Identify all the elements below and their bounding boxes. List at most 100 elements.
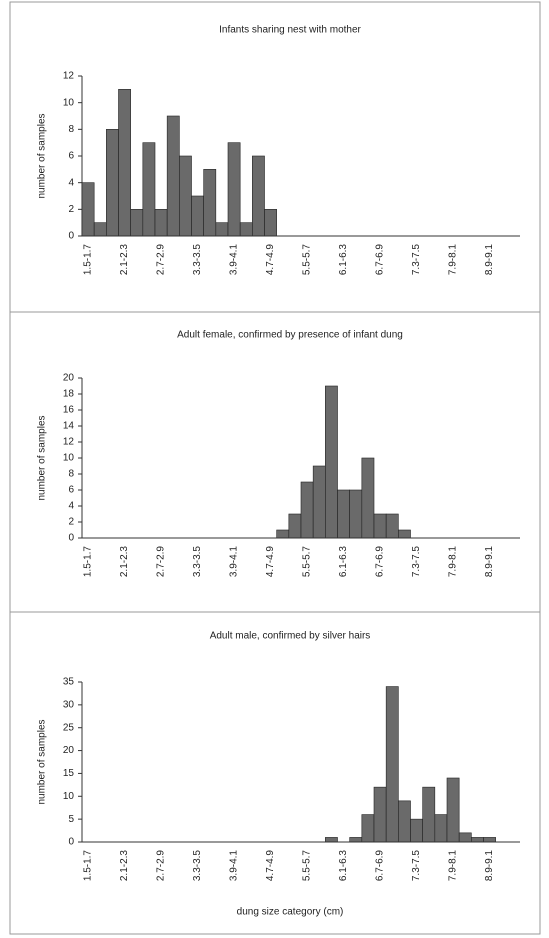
bar [215, 222, 229, 237]
y-tick-label: 8 [68, 124, 74, 135]
bar [312, 465, 326, 539]
x-tick-label: 7.3-7.5 [411, 850, 422, 882]
bar [325, 837, 338, 843]
y-tick-label: 20 [63, 373, 75, 384]
bar [276, 529, 290, 539]
chart-title: Adult male, confirmed by silver hairs [210, 631, 371, 642]
x-tick-label: 1.5-1.7 [83, 546, 94, 578]
x-tick-label: 2.1-2.3 [119, 244, 130, 276]
x-tick-label: 5.5-5.7 [302, 244, 313, 276]
x-tick-label: 8.9-9.1 [484, 850, 495, 882]
x-tick-label: 3.3-3.5 [192, 244, 203, 276]
x-tick-label: 4.7-4.9 [265, 546, 276, 578]
y-tick-label: 0 [68, 837, 74, 848]
y-tick-label: 10 [63, 453, 75, 464]
y-tick-label: 4 [68, 177, 74, 188]
y-tick-label: 10 [63, 791, 75, 802]
y-tick-label: 12 [63, 71, 75, 82]
y-tick-label: 15 [63, 768, 75, 779]
bar [361, 457, 375, 539]
bar [264, 209, 277, 237]
y-tick-label: 6 [68, 485, 74, 496]
bar [252, 155, 265, 237]
bar [422, 786, 436, 843]
bar [373, 513, 387, 539]
y-tick-label: 16 [63, 405, 75, 416]
y-tick-label: 20 [63, 745, 75, 756]
x-tick-label: 6.7-6.9 [375, 244, 386, 276]
x-tick-label: 6.1-6.3 [338, 244, 349, 276]
y-tick-label: 12 [63, 437, 75, 448]
y-tick-label: 10 [63, 97, 75, 108]
y-axis-label: number of samples [37, 113, 48, 198]
bar [373, 786, 387, 843]
bar [434, 814, 448, 843]
x-tick-label: 6.1-6.3 [338, 850, 349, 882]
y-tick-label: 0 [68, 231, 74, 242]
x-tick-label: 3.3-3.5 [192, 546, 203, 578]
x-tick-label: 6.1-6.3 [338, 546, 349, 578]
bar [385, 513, 399, 539]
x-tick-label: 4.7-4.9 [265, 244, 276, 276]
y-tick-label: 2 [68, 517, 74, 528]
panel-border [9, 611, 541, 935]
x-tick-label: 1.5-1.7 [83, 244, 94, 276]
bar [239, 222, 253, 237]
x-tick-label: 7.9-8.1 [448, 850, 459, 882]
x-tick-label: 6.7-6.9 [375, 546, 386, 578]
x-tick-label: 3.3-3.5 [192, 850, 203, 882]
chart-title: Infants sharing nest with mother [219, 25, 361, 36]
y-axis-label: number of samples [37, 415, 48, 500]
x-tick-label: 2.7-2.9 [156, 850, 167, 882]
chart-title: Adult female, confirmed by presence of i… [177, 330, 403, 341]
x-tick-label: 3.9-4.1 [229, 850, 240, 882]
x-tick-label: 7.9-8.1 [448, 546, 459, 578]
bar [349, 837, 363, 843]
bar [93, 222, 107, 237]
bar [203, 169, 217, 237]
bar [398, 800, 411, 843]
bar [349, 489, 363, 539]
x-tick-label: 2.7-2.9 [156, 546, 167, 578]
y-tick-label: 18 [63, 389, 75, 400]
x-tick-label: 4.7-4.9 [265, 850, 276, 882]
x-tick-label: 6.7-6.9 [375, 850, 386, 882]
bar [81, 182, 95, 237]
y-tick-label: 4 [68, 501, 74, 512]
bar [227, 142, 241, 237]
bar [142, 142, 156, 237]
bar [166, 115, 180, 237]
bar [458, 832, 472, 843]
bar [154, 209, 168, 237]
x-tick-label: 8.9-9.1 [484, 546, 495, 578]
y-tick-label: 35 [63, 677, 75, 688]
bar [446, 777, 460, 843]
x-tick-label: 8.9-9.1 [484, 244, 495, 276]
y-tick-label: 0 [68, 533, 74, 544]
x-tick-label: 5.5-5.7 [302, 546, 313, 578]
bar [130, 209, 144, 237]
bar [385, 686, 399, 843]
bar [410, 818, 423, 843]
x-tick-label: 7.3-7.5 [411, 244, 422, 276]
y-tick-label: 25 [63, 722, 75, 733]
bar [300, 481, 314, 539]
bar [106, 129, 119, 237]
bar [471, 837, 484, 843]
x-tick-label: 2.1-2.3 [119, 546, 130, 578]
y-tick-label: 30 [63, 699, 75, 710]
bar [288, 513, 302, 539]
y-tick-label: 8 [68, 469, 74, 480]
x-axis-label: dung size category (cm) [237, 907, 344, 918]
y-tick-label: 5 [68, 814, 74, 825]
y-tick-label: 2 [68, 204, 74, 215]
x-tick-label: 2.1-2.3 [119, 850, 130, 882]
x-tick-label: 7.3-7.5 [411, 546, 422, 578]
x-tick-label: 1.5-1.7 [83, 850, 94, 882]
y-tick-label: 6 [68, 151, 74, 162]
bar [337, 489, 350, 539]
bar [191, 195, 204, 237]
bar [398, 529, 411, 539]
y-axis-label: number of samples [37, 719, 48, 804]
